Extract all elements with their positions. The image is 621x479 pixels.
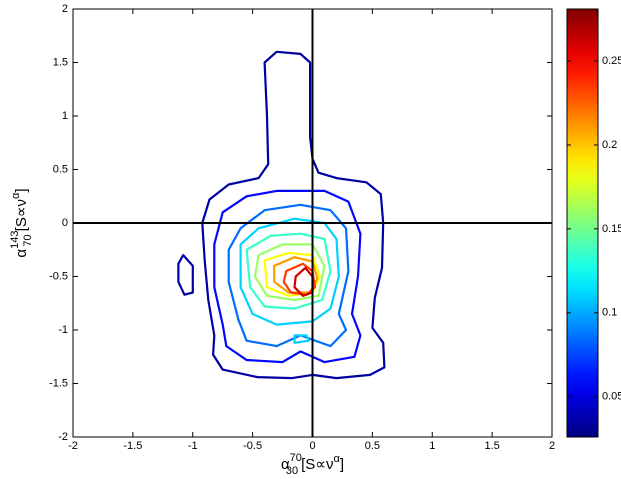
x-tick-label: -1 [188,440,198,452]
contour-line [239,217,340,326]
x-tick-label: -2 [68,440,78,452]
label-unit-superscript: α [10,192,22,199]
x-tick-label: -0.5 [243,440,262,452]
x-tick-label: 0.5 [365,440,380,452]
contour-line [177,254,194,296]
colorbar-tick-label: 0.05 [602,391,621,403]
ylabel-label: α14370[S∝να] [9,188,34,257]
colorbar-tick-label: 0.15 [602,223,621,235]
label-unit: [S∝ν [301,456,333,473]
x-tick-label: 0 [309,440,315,452]
xlabel-label: α70 30 [S∝να] [281,452,344,477]
contour-line [201,50,386,380]
y-tick-label: 2 [62,3,68,15]
label-unit-end: ] [340,456,344,473]
contour-line [253,243,326,302]
y-tick-label: -1 [58,324,68,336]
x-tick-label: 1 [429,440,435,452]
y-tick-label: -2 [58,431,68,443]
contour-line [245,232,332,310]
label-subscript: 70 [22,234,34,246]
contour-line [293,334,310,344]
contour-line [263,251,321,297]
colorbar-tick-label: 0.25 [602,55,621,67]
label-superscript: 143 [9,231,21,249]
y-tick-label: 0.5 [53,163,68,175]
label-unit-superscript: α [334,453,341,465]
label-unit: [S∝ν [13,199,30,231]
label-symbol: α [281,456,290,473]
label-unit-end: ] [13,188,30,192]
x-tick-label: 2 [549,440,555,452]
y-tick-label: -0.5 [49,270,68,282]
label-superscript: 70 [290,452,302,464]
x-tick-label: 1.5 [484,440,499,452]
x-tick-label: -1.5 [123,440,142,452]
colorbar-tick-label: 0.2 [602,139,617,151]
y-tick-label: 1.5 [53,56,68,68]
colorbar-tick-label: 0.1 [602,307,617,319]
contour-line [227,203,350,348]
contour-line [282,262,316,296]
label-symbol: α [13,249,30,258]
y-tick-label: 0 [62,217,68,229]
contour-line [213,189,362,364]
y-tick-label: -1.5 [49,377,68,389]
label-subscript: 30 [286,465,298,477]
colorbar [566,8,599,438]
y-tick-label: 1 [62,110,68,122]
